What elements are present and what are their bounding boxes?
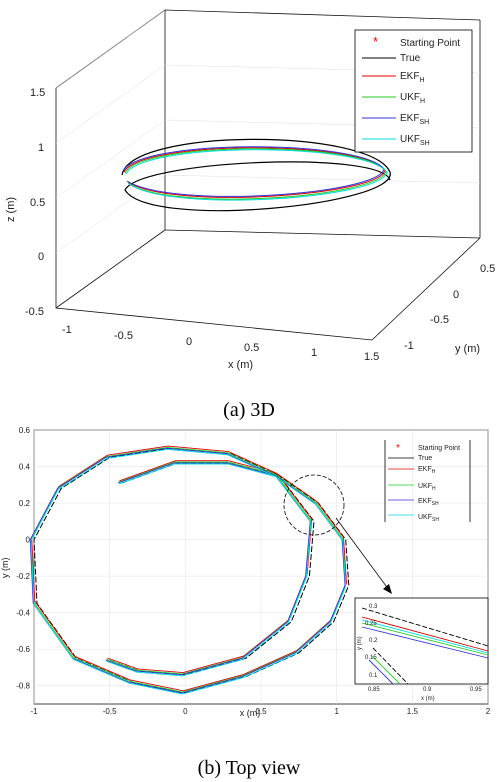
z-axis-label: z (m) [5, 197, 17, 222]
y-tick-label: -0.2 [16, 572, 30, 581]
inset-ukf-sh [361, 619, 489, 654]
inset-true-lower [372, 647, 409, 685]
trajectories-top [29, 445, 350, 695]
y-tick-label: -0.6 [16, 645, 30, 654]
legend-label: Starting Point [418, 445, 460, 452]
y-tick-label: 0 [453, 289, 459, 301]
trajectories-3d [121, 138, 391, 212]
inset-ekf-sh [361, 626, 489, 659]
x-tick-label: 0.5 [255, 707, 267, 716]
x-axis-label-top: x (m) [240, 708, 261, 718]
x-ticks-3d: -1 -0.5 0 0.5 1 1.5 [62, 324, 379, 363]
zoom-arrowhead [383, 584, 392, 594]
inset-y-tick: 0.15 [365, 655, 377, 661]
z-ticks: 1.5 1 0.5 0 -0.5 [25, 87, 45, 318]
legend-3d: * Starting Point True EKFH UKFH EKFSH UK… [354, 29, 473, 153]
inset-y-tick: 0.25 [365, 621, 377, 627]
zoom-arrow [335, 517, 390, 591]
legend-label: UKFSH [400, 134, 430, 147]
legend-label: EKFH [400, 71, 425, 84]
x-tick-label: -1 [62, 324, 72, 336]
x-tick-label: 0 [183, 707, 188, 716]
grid-top-view [33, 429, 489, 704]
legend-label: True [418, 455, 432, 462]
true-trajectory-top [33, 447, 350, 694]
legend-top: * Starting Point True EKFH UKFH EKFSH UK… [384, 440, 471, 523]
inset-lower-b [368, 659, 394, 685]
true-trajectory-3d [121, 138, 391, 212]
inset-ekf-h [361, 616, 489, 652]
legend-label: Starting Point [400, 38, 460, 49]
grid-line [55, 9, 166, 89]
ukf-sh-trajectory-top [30, 448, 347, 695]
x-tick-label: 1 [334, 707, 339, 716]
y-tick-label: 0.6 [19, 426, 31, 435]
z-tick-label: 0 [38, 251, 44, 263]
caption-b: (b) Top view [198, 757, 301, 779]
inset-lower-a [371, 655, 401, 685]
legend-box [354, 29, 473, 153]
y-tick-label: -1 [404, 340, 414, 352]
ekf-sh-trajectory-top [29, 447, 346, 694]
x-tick-label: -0.5 [114, 330, 133, 342]
y-tick-label: 0 [26, 536, 31, 545]
inset-ukf-h [361, 622, 489, 656]
y-ticks-3d: 0.5 0 -0.5 -1 [404, 263, 495, 352]
zoom-circle [283, 474, 345, 536]
y-axis-label-top: y (m) [0, 558, 10, 579]
z-tick-label: -0.5 [25, 306, 44, 318]
y-tick-label: 0.5 [480, 263, 495, 275]
y-tick-label: 0.4 [19, 463, 31, 472]
x-ticks-top: -1 -0.5 0 0.5 1 1.5 2 [30, 707, 490, 716]
inset-true-upper [361, 607, 489, 647]
x-tick-label: 1 [311, 347, 317, 359]
legend-label: UKFH [400, 92, 425, 105]
x-tick-label: 1.5 [364, 351, 379, 363]
ekf-h-trajectory-top [31, 445, 347, 692]
inset-y-tick: 0.3 [369, 604, 378, 610]
y-tick-label: 0.2 [19, 499, 31, 508]
x-axis-label: x (m) [228, 359, 253, 371]
legend-label: UKFH [418, 483, 436, 492]
inset-x-label: x (m) [421, 696, 435, 702]
inset-x-tick: 0.85 [368, 687, 380, 693]
starting-point-marker: * [396, 443, 400, 454]
legend-label: EKFH [418, 466, 436, 475]
y-tick-label: -0.8 [16, 682, 30, 691]
grid-line [55, 119, 166, 199]
inset-y-tick: 0.2 [369, 638, 378, 644]
x-tick-label: 1.5 [407, 707, 419, 716]
y-tick-label: -0.4 [16, 609, 30, 618]
panel-b-top-view: 0.6 0.4 0.2 0 -0.2 -0.4 -0.6 -0.8 -1 -0.5 0 0.5 1 1.… [0, 426, 491, 779]
legend-label: True [400, 53, 421, 64]
x-tick-label: 0.5 [244, 342, 259, 354]
z-tick-label: 1 [38, 142, 44, 154]
caption-a: (a) 3D [223, 399, 275, 421]
y-tick-label: -0.5 [430, 314, 449, 326]
ukf-sh-trajectory-3d [125, 149, 388, 201]
y-axis-label: y (m) [455, 343, 480, 355]
legend-label: UKFSH [418, 514, 439, 523]
y-ticks-top: 0.6 0.4 0.2 0 -0.2 -0.4 -0.6 -0.8 [16, 426, 30, 691]
z-tick-label: 0.5 [30, 197, 45, 209]
z-tick-label: 1.5 [30, 87, 45, 99]
legend-label: EKFSH [400, 113, 429, 126]
inset-x-tick: 0.95 [470, 687, 482, 693]
inset-y-tick: 0.1 [369, 673, 378, 679]
starting-point-marker: * [373, 34, 378, 49]
ukf-h-trajectory-top [30, 446, 347, 693]
panel-a-3d: 1.5 1 0.5 0 -0.5 z (m) -1 -0.5 0 0.5 1 1… [5, 9, 495, 421]
x-tick-label: -1 [30, 707, 38, 716]
x-tick-label: -0.5 [103, 707, 117, 716]
grid-line [164, 174, 481, 184]
x-tick-label: 0 [186, 336, 192, 348]
legend-label: EKFSH [418, 498, 439, 507]
inset-x-tick: 0.9 [423, 687, 432, 693]
x-tick-label: 2 [486, 707, 491, 716]
grid-line [55, 174, 166, 254]
inset-zoom: 0.3 0.25 0.2 0.15 0.1 y (m) 0.85 0.9 0.9… [354, 597, 489, 702]
grid-line [55, 64, 166, 144]
inset-y-label: y (m) [357, 636, 363, 650]
